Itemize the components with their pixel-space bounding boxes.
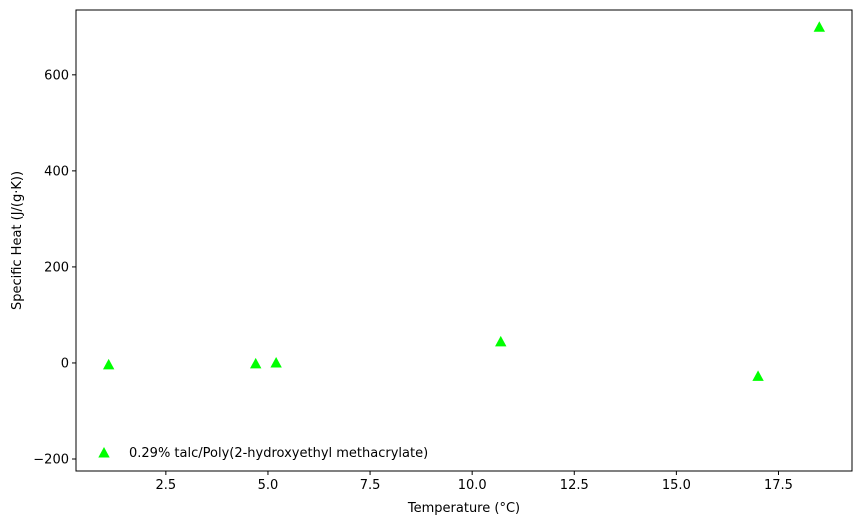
x-tick-label: 7.5 <box>360 478 381 493</box>
x-tick-label: 5.0 <box>258 478 279 493</box>
data-point <box>752 370 764 381</box>
legend-marker <box>98 447 110 458</box>
y-tick-label: 200 <box>44 260 69 275</box>
y-axis-label: Specific Heat (J/(g·K)) <box>10 171 25 310</box>
data-point <box>813 21 826 32</box>
legend-label: 0.29% talc/Poly(2-hydroxyethyl methacryl… <box>129 446 428 461</box>
x-tick-label: 2.5 <box>156 478 177 493</box>
plot-frame <box>75 9 853 472</box>
data-point <box>102 358 115 370</box>
data-points <box>102 21 826 381</box>
y-axis: −200 0 200 400 600 <box>33 68 76 467</box>
y-tick-label: −200 <box>33 452 69 467</box>
data-point <box>495 335 507 347</box>
x-axis: 2.5 5.0 7.5 10.0 12.5 15.0 17.5 <box>156 471 793 493</box>
x-tick-label: 12.5 <box>560 478 589 493</box>
x-tick-label: 17.5 <box>764 478 793 493</box>
y-tick-label: 600 <box>44 68 69 83</box>
data-point <box>270 356 282 368</box>
legend: 0.29% talc/Poly(2-hydroxyethyl methacryl… <box>98 446 428 461</box>
y-tick-label: 400 <box>44 164 69 179</box>
y-tick-label: 0 <box>61 356 69 371</box>
data-point <box>250 357 262 369</box>
x-tick-label: 15.0 <box>662 478 691 493</box>
x-axis-label: Temperature (°C) <box>407 501 520 516</box>
x-tick-label: 10.0 <box>458 478 487 493</box>
